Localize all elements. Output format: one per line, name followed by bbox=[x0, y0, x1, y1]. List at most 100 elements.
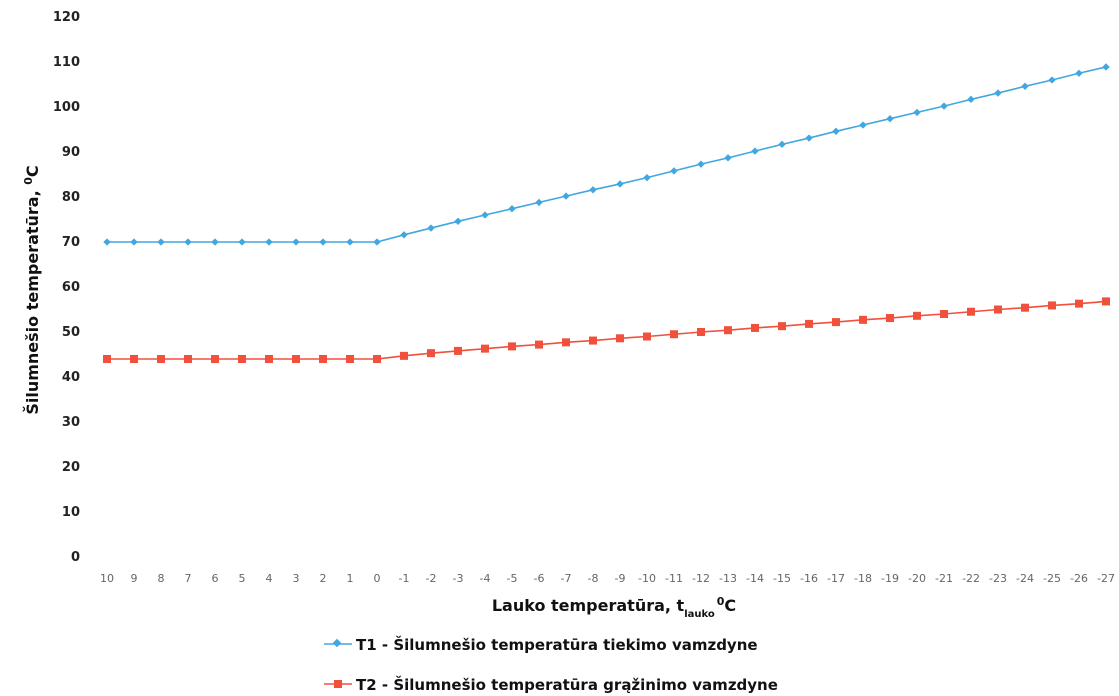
x-tick-label: -8 bbox=[588, 572, 599, 585]
x-tick-label: -26 bbox=[1070, 572, 1088, 585]
series-2-point bbox=[481, 344, 489, 353]
series-1-point bbox=[994, 89, 1002, 97]
series-2-point bbox=[400, 351, 408, 360]
x-tick-label: 2 bbox=[320, 572, 327, 585]
series-2-point bbox=[103, 355, 111, 363]
series-2-point bbox=[724, 326, 732, 335]
x-tick-label: 1 bbox=[347, 572, 354, 585]
series-1-point bbox=[103, 238, 111, 246]
y-tick-label: 0 bbox=[71, 550, 80, 565]
y-tick-label: 90 bbox=[62, 145, 80, 160]
series-1-point bbox=[724, 154, 732, 162]
series-2-point bbox=[832, 318, 840, 327]
series-2-point bbox=[1021, 303, 1029, 312]
series-1-point bbox=[454, 217, 462, 225]
x-tick-label: -12 bbox=[692, 572, 710, 585]
series-1-point bbox=[886, 115, 894, 123]
series-1-point bbox=[859, 121, 867, 129]
x-tick-label: -1 bbox=[399, 572, 410, 585]
series-2-point bbox=[562, 338, 570, 347]
series-2-point bbox=[130, 355, 138, 363]
y-tick-label: 30 bbox=[62, 415, 80, 430]
series-1-point bbox=[508, 205, 516, 213]
series-1-point bbox=[697, 160, 705, 168]
series-1-point bbox=[535, 198, 543, 207]
y-tick-label: 120 bbox=[53, 10, 80, 25]
x-tick-label: -21 bbox=[935, 572, 953, 585]
x-tick-label: -5 bbox=[507, 572, 518, 585]
series-2-point bbox=[508, 342, 516, 351]
x-tick-label: 0 bbox=[374, 572, 381, 585]
series-2-point bbox=[778, 322, 786, 331]
series-1-point bbox=[1102, 63, 1110, 71]
x-tick-label: -18 bbox=[854, 572, 872, 585]
x-tick-label: -14 bbox=[746, 572, 764, 585]
series-1-point bbox=[967, 95, 975, 104]
legend-item-t1: T1 - Šilumnešio temperatūra tiekimo vamz… bbox=[324, 635, 758, 654]
x-tick-label: -4 bbox=[480, 572, 491, 585]
x-tick-label: -22 bbox=[962, 572, 980, 585]
series-1-point bbox=[427, 224, 435, 232]
x-tick-label: -6 bbox=[534, 572, 545, 585]
series-1-point bbox=[1021, 82, 1029, 90]
series-2-point bbox=[589, 336, 597, 345]
series-1-point bbox=[346, 238, 354, 246]
y-tick-label: 60 bbox=[62, 280, 80, 295]
series-1-point bbox=[670, 167, 678, 175]
series-1-point bbox=[805, 134, 813, 142]
series-2-point bbox=[697, 328, 705, 336]
x-tick-label: -9 bbox=[615, 572, 626, 585]
series-2-point bbox=[184, 355, 192, 363]
series-2-point bbox=[643, 332, 651, 341]
y-tick-label: 40 bbox=[62, 370, 80, 385]
series-2-point bbox=[967, 307, 975, 316]
x-tick-label: -25 bbox=[1043, 572, 1061, 585]
series-1-point bbox=[616, 180, 624, 188]
series-2-point bbox=[940, 310, 948, 318]
series-2-point bbox=[859, 315, 867, 324]
legend-label-t2: T2 - Šilumnešio temperatūra grąžinimo va… bbox=[356, 675, 778, 694]
series-1-point bbox=[481, 211, 489, 219]
series-2-point bbox=[1075, 299, 1083, 308]
x-tick-label: 10 bbox=[100, 572, 114, 585]
x-tick-label: 7 bbox=[185, 572, 192, 585]
series-2-point bbox=[913, 311, 921, 320]
series-1-point bbox=[643, 173, 651, 182]
series-2-point bbox=[994, 305, 1002, 314]
x-axis-label: Lauko temperatūra, tlauko0C bbox=[492, 595, 736, 620]
series-2-point bbox=[211, 355, 219, 363]
x-tick-label: -11 bbox=[665, 572, 683, 585]
legend-item-t2: T2 - Šilumnešio temperatūra grąžinimo va… bbox=[324, 675, 778, 694]
series-1-point bbox=[292, 238, 300, 246]
series-1-point bbox=[400, 231, 408, 239]
x-tick-label: -3 bbox=[453, 572, 464, 585]
x-tick-label: -10 bbox=[638, 572, 656, 585]
y-axis-label: Šilumnešio temperatūra, 0C bbox=[22, 165, 43, 414]
y-tick-label: 110 bbox=[53, 55, 80, 70]
series-1-point bbox=[589, 186, 597, 194]
x-tick-label: 3 bbox=[293, 572, 300, 585]
x-tick-label: -27 bbox=[1097, 572, 1115, 585]
y-tick-label: 80 bbox=[62, 190, 80, 205]
x-tick-label: 9 bbox=[131, 572, 138, 585]
series-1-point bbox=[913, 108, 921, 117]
x-tick-label: -23 bbox=[989, 572, 1007, 585]
series-2-point bbox=[805, 319, 813, 328]
series-2-point bbox=[1102, 297, 1110, 306]
series-2-point bbox=[454, 346, 462, 355]
series-2-point bbox=[373, 355, 381, 363]
series-2-point bbox=[535, 340, 543, 349]
y-tick-label: 10 bbox=[62, 505, 80, 520]
series-1-point bbox=[265, 238, 273, 246]
series-layer bbox=[103, 63, 1110, 363]
x-tick-label: -15 bbox=[773, 572, 791, 585]
x-tick-label: -2 bbox=[426, 572, 437, 585]
x-tick-label: -17 bbox=[827, 572, 845, 585]
series-1-point bbox=[1075, 69, 1083, 77]
series-1-point bbox=[562, 192, 570, 200]
x-tick-label: -24 bbox=[1016, 572, 1034, 585]
x-tick-label: -20 bbox=[908, 572, 926, 585]
x-tick-label: -16 bbox=[800, 572, 818, 585]
legend-label-t1: T1 - Šilumnešio temperatūra tiekimo vamz… bbox=[356, 635, 758, 654]
series-1-point bbox=[373, 238, 381, 246]
